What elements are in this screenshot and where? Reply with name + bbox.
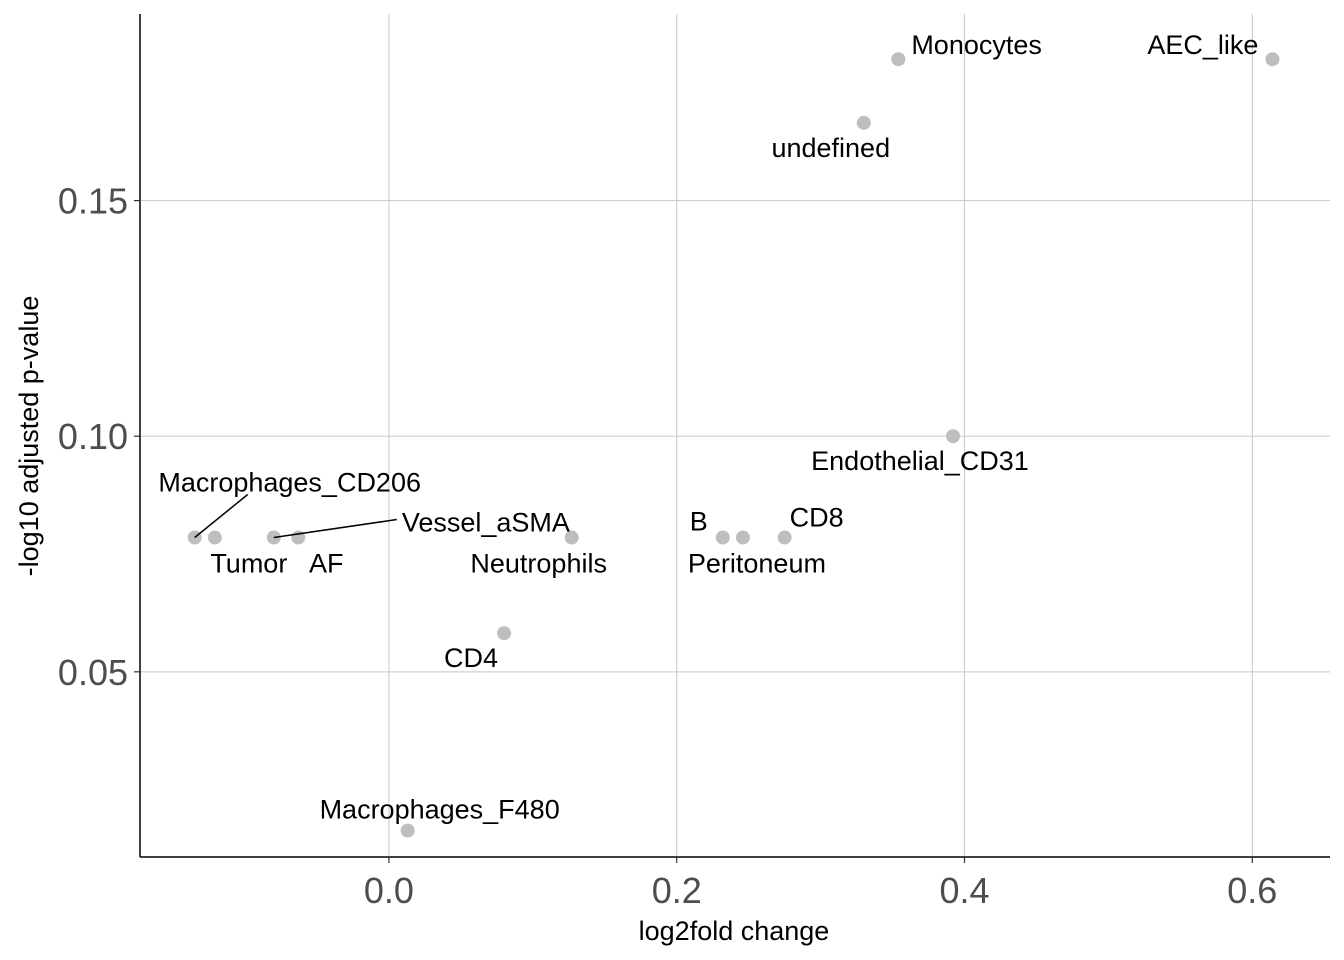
data-point	[857, 116, 871, 130]
point-label: Macrophages_F480	[320, 795, 560, 825]
data-point	[401, 824, 415, 838]
point-label: Neutrophils	[470, 549, 607, 579]
leader-line	[195, 495, 248, 538]
data-point	[778, 531, 792, 545]
grid	[140, 14, 1330, 857]
point-label: B	[690, 507, 708, 537]
points-layer	[188, 52, 1280, 837]
data-point	[208, 531, 222, 545]
y-tick-label: 0.05	[58, 652, 128, 693]
point-label: Vessel_aSMA	[402, 508, 570, 538]
y-tick-label: 0.15	[58, 181, 128, 222]
y-ticks: 0.05 0.10 0.15	[58, 181, 140, 693]
x-axis-title: log2fold change	[639, 916, 830, 946]
data-point	[716, 531, 730, 545]
point-label: undefined	[771, 133, 890, 163]
y-axis-title: -log10 adjusted p-value	[14, 296, 44, 577]
point-label: Monocytes	[911, 30, 1042, 60]
x-tick-label: 0.2	[652, 870, 702, 911]
y-tick-label: 0.10	[58, 416, 128, 457]
x-tick-label: 0.6	[1227, 870, 1277, 911]
x-ticks: 0.0 0.2 0.4 0.6	[364, 857, 1277, 911]
point-label: Tumor	[210, 549, 287, 579]
point-label: CD8	[790, 503, 844, 533]
point-labels: AEC_like Monocytes undefined Endothelial_CD…	[158, 30, 1258, 824]
leader-line	[274, 520, 397, 538]
x-tick-label: 0.0	[364, 870, 414, 911]
data-point	[1265, 52, 1279, 66]
point-label: CD4	[444, 643, 498, 673]
data-point	[891, 52, 905, 66]
data-point	[946, 429, 960, 443]
point-label: AEC_like	[1147, 30, 1258, 60]
point-label: Peritoneum	[688, 549, 826, 579]
x-tick-label: 0.4	[939, 870, 989, 911]
point-label: Macrophages_CD206	[158, 468, 421, 498]
data-point	[736, 531, 750, 545]
data-point	[497, 626, 511, 640]
point-label: Endothelial_CD31	[811, 446, 1029, 476]
point-label: AF	[309, 549, 344, 579]
